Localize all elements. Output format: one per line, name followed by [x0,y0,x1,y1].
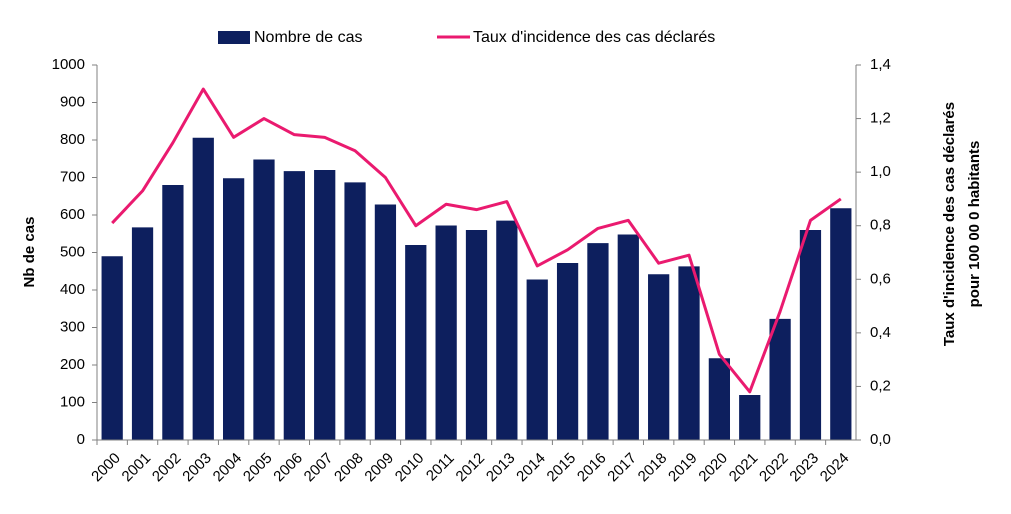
x-tick-label: 2006 [270,450,306,486]
bar [556,263,579,440]
bar [374,204,397,440]
y2-tick-label: 0,6 [870,270,891,287]
y-tick-label: 400 [60,281,85,298]
bar [739,395,761,440]
y-tick-label: 0 [77,431,85,448]
x-tick-label: 2005 [240,450,276,486]
y2-tick-label: 1,2 [870,110,891,127]
legend-label: Taux d'incidence des cas déclarés [473,29,715,46]
x-tick-label: 2018 [635,450,671,486]
x-tick-label: 2001 [119,450,155,486]
x-tick-label: 2003 [179,450,215,486]
bar [435,225,457,440]
x-tick-label: 2024 [817,450,853,486]
y2-axis-title: Taux d'incidence des cas déclarés [941,102,958,346]
bar [283,171,305,440]
bar [101,256,123,440]
legend-label: Nombre de cas [254,29,363,46]
y-tick-label: 300 [60,318,85,335]
x-tick-label: 2004 [210,450,246,486]
bar [222,178,245,440]
y2-tick-label: 0,2 [870,377,891,394]
x-tick-label: 2008 [331,450,367,486]
x-tick-label: 2021 [726,450,762,486]
x-tick-label: 2023 [786,450,822,486]
bar [678,266,700,440]
y2-tick-label: 0,4 [870,324,891,341]
bar [830,208,852,440]
bar [617,234,639,440]
bar [708,358,731,440]
x-tick-label: 2013 [483,450,519,486]
x-tick-label: 2017 [604,450,640,486]
y-tick-label: 900 [60,93,85,110]
bar [192,137,214,440]
y-tick-label: 600 [60,206,85,223]
x-tick-label: 2020 [695,450,731,486]
x-tick-label: 2022 [756,450,792,486]
bar [314,170,336,440]
x-tick-label: 2009 [361,450,397,486]
bar [253,159,275,440]
y2-tick-label: 0,0 [870,431,891,448]
x-tick-label: 2000 [88,450,124,486]
y-tick-label: 200 [60,356,85,373]
y2-tick-label: 0,8 [870,217,891,234]
y2-axis-title: pour 100 00 0 habitants [966,141,983,308]
bar [405,245,427,440]
y2-tick-label: 1,0 [870,163,891,180]
bar [799,230,822,440]
x-tick-label: 2010 [392,450,428,486]
bar [648,274,670,440]
y-tick-label: 500 [60,243,85,260]
x-tick-label: 2016 [574,450,610,486]
x-tick-label: 2014 [513,450,549,486]
bar [162,185,184,440]
bar [344,182,366,440]
bar [769,318,791,440]
y2-tick-label: 1,4 [870,56,891,73]
x-tick-label: 2015 [544,450,580,486]
y-tick-label: 800 [60,131,85,148]
x-tick-label: 2002 [149,450,185,486]
bar [465,230,488,440]
bar [131,227,154,440]
x-tick-label: 2007 [301,450,337,486]
bar [496,220,518,440]
bar [587,243,609,440]
y-axis-title: Nb de cas [21,217,38,288]
x-tick-label: 2011 [423,450,458,485]
x-tick-label: 2019 [665,450,701,486]
y-tick-label: 1000 [52,56,85,73]
y-tick-label: 700 [60,168,85,185]
y-tick-label: 100 [60,393,85,410]
legend-swatch [218,31,250,44]
bar [526,279,548,440]
x-tick-label: 2012 [453,450,489,486]
line [111,87,842,394]
